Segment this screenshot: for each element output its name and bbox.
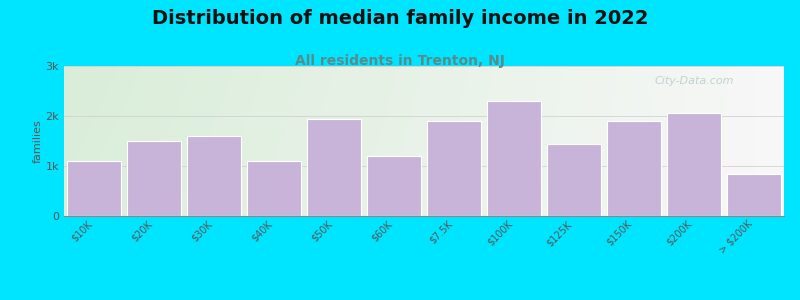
Bar [667, 113, 721, 216]
Text: All residents in Trenton, NJ: All residents in Trenton, NJ [295, 54, 505, 68]
Text: Distribution of median family income in 2022: Distribution of median family income in … [152, 9, 648, 28]
Bar [547, 143, 601, 216]
Bar [607, 121, 661, 216]
Bar [67, 161, 121, 216]
Bar [487, 101, 541, 216]
Bar [427, 121, 481, 216]
Bar [307, 118, 361, 216]
Bar [127, 141, 181, 216]
Bar [367, 156, 421, 216]
Text: City-Data.com: City-Data.com [654, 76, 734, 86]
Bar [727, 173, 781, 216]
Y-axis label: families: families [33, 119, 42, 163]
Bar [247, 161, 301, 216]
Bar [187, 136, 241, 216]
